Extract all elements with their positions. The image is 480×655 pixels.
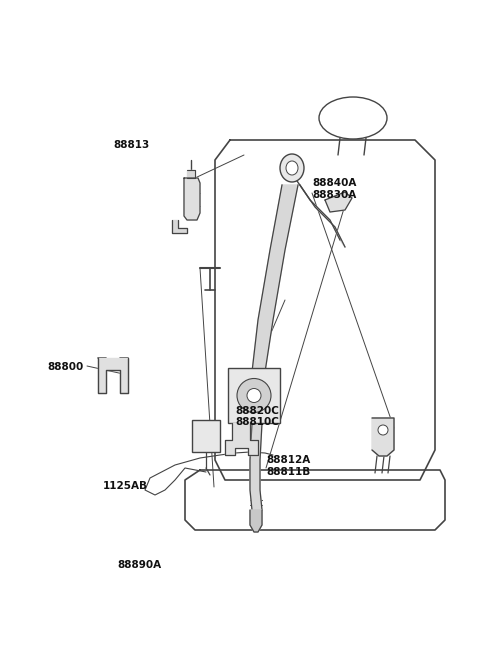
Polygon shape — [250, 510, 262, 532]
Polygon shape — [372, 418, 394, 456]
Circle shape — [247, 388, 261, 403]
Polygon shape — [295, 178, 345, 247]
Text: 88800: 88800 — [47, 362, 84, 372]
Text: 88810C: 88810C — [235, 417, 279, 428]
Ellipse shape — [280, 154, 304, 182]
Polygon shape — [225, 423, 258, 455]
Text: 1125AB: 1125AB — [103, 481, 148, 491]
Text: 88811B: 88811B — [266, 466, 311, 477]
Polygon shape — [98, 358, 128, 393]
Ellipse shape — [319, 97, 387, 139]
Polygon shape — [252, 185, 298, 372]
Polygon shape — [184, 178, 200, 220]
Polygon shape — [187, 170, 195, 178]
Polygon shape — [215, 140, 435, 480]
Circle shape — [237, 379, 271, 413]
Text: 88890A: 88890A — [118, 559, 162, 570]
Polygon shape — [185, 470, 445, 530]
Circle shape — [378, 425, 388, 435]
Ellipse shape — [286, 161, 298, 175]
Bar — [192, 420, 220, 452]
Text: 88830A: 88830A — [312, 190, 356, 200]
Text: 88820C: 88820C — [235, 406, 279, 417]
Text: 88813: 88813 — [114, 140, 150, 151]
Text: 88812A: 88812A — [266, 455, 311, 466]
Polygon shape — [172, 220, 187, 233]
Polygon shape — [250, 423, 262, 510]
Bar — [228, 368, 280, 423]
Text: 88840A: 88840A — [312, 178, 356, 189]
Polygon shape — [325, 192, 352, 212]
